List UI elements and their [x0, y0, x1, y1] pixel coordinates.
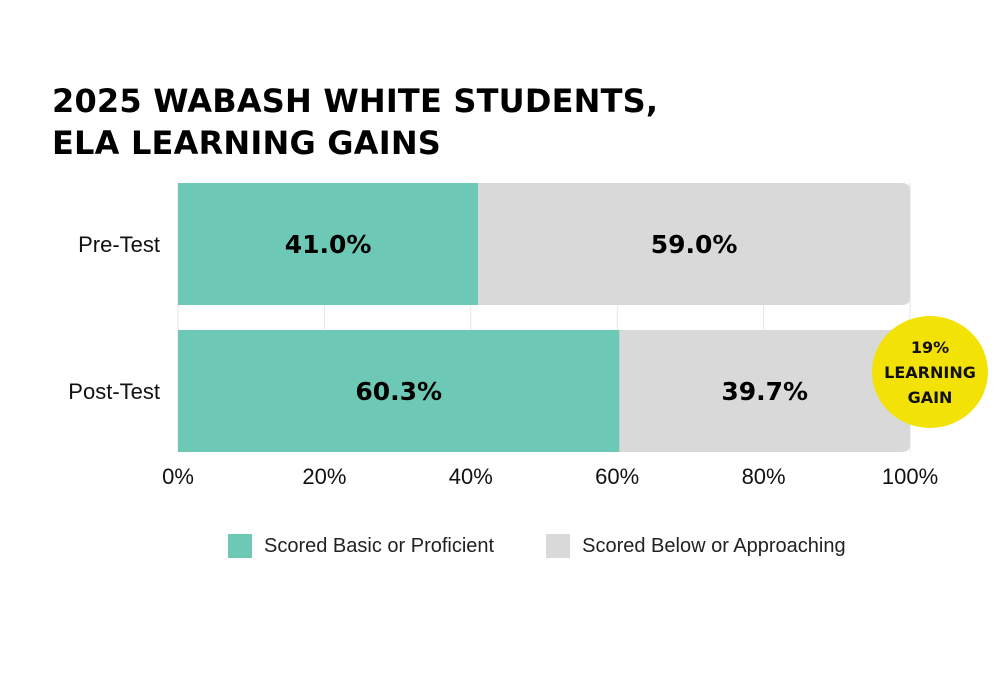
bar-0-1 [478, 183, 910, 305]
bar-1-1 [619, 330, 910, 452]
x-tick-label-2: 40% [449, 464, 493, 489]
legend-swatch-below-or-approaching [546, 534, 571, 558]
x-tick-label-5: 100% [882, 464, 938, 489]
legend-label-basic-or-proficient: Scored Basic or Proficient [264, 534, 495, 557]
badge-line-1: 19% [910, 337, 950, 357]
chart-title-line-1: 2025 WABASH WHITE STUDENTS, [52, 82, 659, 120]
legend-item-basic-or-proficient: Scored Basic or Proficient [228, 534, 494, 558]
x-tick-label-3: 60% [595, 464, 639, 489]
x-tick-label-0: 0% [162, 464, 194, 489]
bar-value-label-1-0: 60.3% [355, 377, 442, 406]
legend-swatch-basic-or-proficient [228, 534, 252, 558]
category-label-1: Post-Test [68, 379, 160, 404]
bar-value-label-1-1: 39.7% [721, 377, 808, 406]
learning-gain-badge: 19% LEARNING GAIN [872, 316, 988, 428]
bar-value-label-0-1: 59.0% [651, 230, 738, 259]
chart-title: 2025 WABASH WHITE STUDENTS, ELA LEARNING… [52, 80, 658, 164]
category-label-0: Pre-Test [78, 232, 160, 257]
bar-1-0 [178, 330, 620, 452]
legend-item-below-or-approaching: Scored Below or Approaching [546, 534, 846, 558]
bar-0-0 [178, 183, 479, 305]
legend-label-below-or-approaching: Scored Below or Approaching [582, 534, 846, 557]
badge-line-2: LEARNING [884, 362, 976, 382]
chart-legend: Scored Basic or Proficient Scored Below … [228, 534, 898, 558]
x-tick-label-4: 80% [742, 464, 786, 489]
bar-value-label-0-0: 41.0% [285, 230, 372, 259]
chart-title-line-2: ELA LEARNING GAINS [52, 124, 442, 162]
badge-line-3: GAIN [907, 387, 953, 407]
x-tick-label-1: 20% [302, 464, 346, 489]
